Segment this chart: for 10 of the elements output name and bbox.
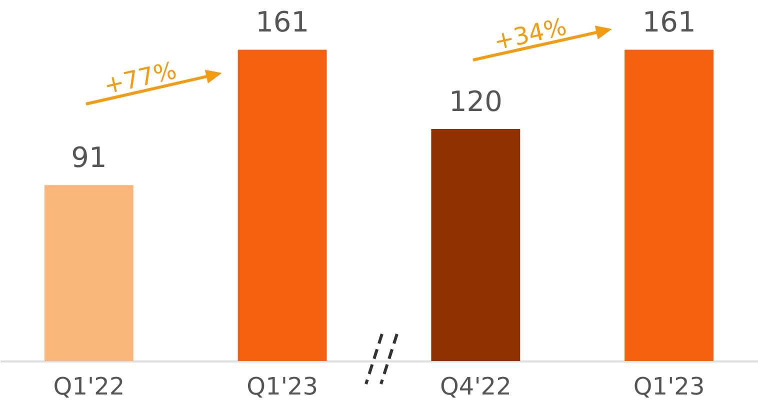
annotation: +77% bbox=[101, 56, 180, 100]
data-label: 91 bbox=[71, 141, 107, 174]
data-label: 161 bbox=[256, 6, 310, 39]
data-label: 161 bbox=[642, 6, 696, 39]
annotation: +34% bbox=[491, 12, 570, 56]
x-tick-label: Q1'23 bbox=[246, 372, 318, 400]
x-tick-label: Q4'22 bbox=[440, 372, 512, 400]
x-tick-label: Q1'23 bbox=[633, 372, 705, 400]
data-label: 120 bbox=[448, 85, 502, 118]
x-tick-label: Q1'22 bbox=[53, 372, 125, 400]
